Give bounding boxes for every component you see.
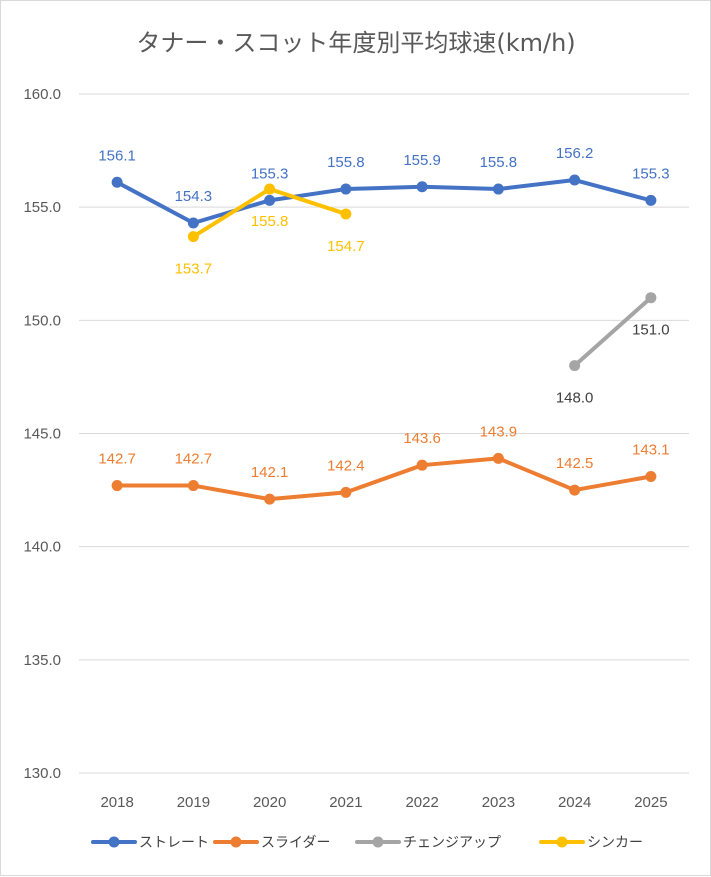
data-point xyxy=(187,480,199,492)
data-label: 155.3 xyxy=(632,165,670,182)
data-label: 155.8 xyxy=(251,213,289,230)
y-tick-label: 150.0 xyxy=(23,312,61,329)
data-label: 156.2 xyxy=(556,145,594,162)
series-group xyxy=(111,174,657,505)
data-point xyxy=(187,217,199,229)
data-point xyxy=(264,183,276,195)
data-label: 156.1 xyxy=(98,147,136,164)
data-point xyxy=(416,459,428,471)
data-point xyxy=(416,181,428,193)
data-point xyxy=(264,493,276,505)
legend-label: シンカー xyxy=(587,835,643,851)
data-label: 155.9 xyxy=(403,152,441,169)
data-point xyxy=(492,183,504,195)
x-tick-label: 2023 xyxy=(482,794,515,811)
data-point xyxy=(645,292,657,304)
series-line-2 xyxy=(572,295,653,368)
data-point xyxy=(340,486,352,498)
data-label: 142.4 xyxy=(327,457,365,474)
y-axis-tick-labels: 160.0 155.0 150.0 145.0 140.0 135.0 130.0 xyxy=(23,86,61,782)
series-line-0 xyxy=(115,178,653,226)
x-tick-label: 2022 xyxy=(405,794,438,811)
data-label: 153.7 xyxy=(175,261,213,278)
chart-title: タナー・スコット年度別平均球速(km/h) xyxy=(136,29,575,57)
y-tick-label: 145.0 xyxy=(23,426,61,443)
y-tick-label: 135.0 xyxy=(23,652,61,669)
data-label: 155.8 xyxy=(327,154,365,171)
x-tick-label: 2025 xyxy=(634,794,667,811)
legend: ストレート スライダー チェンジアップ シンカー xyxy=(91,835,643,851)
data-label: 143.1 xyxy=(632,442,670,459)
x-tick-label: 2020 xyxy=(253,794,286,811)
data-point xyxy=(645,471,657,483)
data-point xyxy=(569,484,581,496)
data-label: 142.7 xyxy=(98,451,136,468)
x-tick-label: 2019 xyxy=(177,794,210,811)
x-tick-label: 2021 xyxy=(329,794,362,811)
legend-marker-1 xyxy=(230,836,242,848)
data-label: 143.6 xyxy=(403,430,441,447)
legend-marker-3 xyxy=(556,836,568,848)
y-tick-label: 140.0 xyxy=(23,539,61,556)
data-label: 155.8 xyxy=(480,154,518,171)
data-label: 151.0 xyxy=(632,322,670,339)
data-label: 154.7 xyxy=(327,238,365,255)
data-label: 142.7 xyxy=(175,451,213,468)
x-tick-label: 2024 xyxy=(558,794,591,811)
data-point xyxy=(645,194,657,206)
data-label: 142.5 xyxy=(556,455,594,472)
data-point xyxy=(569,360,581,372)
y-tick-label: 160.0 xyxy=(23,86,61,103)
data-point xyxy=(340,183,352,195)
x-axis-tick-labels: 2018 2019 2020 2021 2022 2023 2024 2025 xyxy=(100,794,667,811)
data-label: 148.0 xyxy=(556,390,594,407)
data-point xyxy=(111,176,123,188)
data-point xyxy=(111,480,123,492)
legend-label: スライダー xyxy=(261,835,330,851)
legend-label: チェンジアップ xyxy=(403,835,501,851)
legend-label: ストレート xyxy=(139,835,209,851)
legend-marker-2 xyxy=(372,836,384,848)
data-point xyxy=(264,194,276,206)
series-line-1 xyxy=(115,456,653,502)
y-tick-label: 155.0 xyxy=(23,199,61,216)
y-tick-label: 130.0 xyxy=(23,765,61,782)
data-point xyxy=(340,208,352,220)
data-labels: 156.1 154.3 155.3 155.8 155.9 155.8 156.2 155.3… xyxy=(98,145,669,481)
data-label: 155.3 xyxy=(251,165,289,182)
data-point xyxy=(187,231,199,243)
legend-marker-0 xyxy=(108,836,120,848)
data-label: 143.9 xyxy=(480,423,518,440)
data-label: 154.3 xyxy=(175,188,213,205)
data-label: 142.1 xyxy=(251,464,289,481)
data-point xyxy=(492,452,504,464)
data-point xyxy=(569,174,581,186)
x-tick-label: 2018 xyxy=(100,794,133,811)
gridlines xyxy=(79,93,689,774)
